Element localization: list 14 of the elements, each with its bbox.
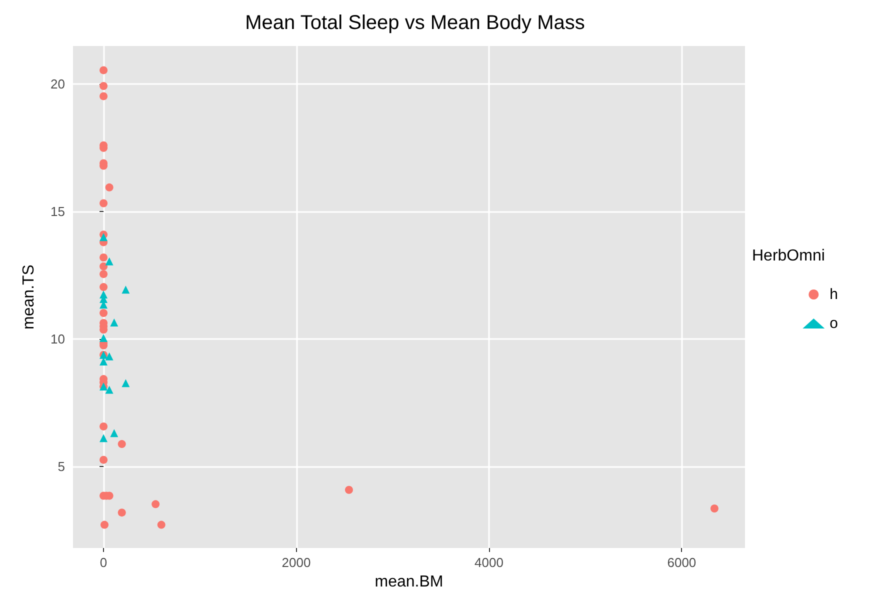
legend-label: o	[830, 315, 838, 332]
chart-title: Mean Total Sleep vs Mean Body Mass	[245, 12, 585, 34]
y-tick-label: 5	[58, 458, 65, 474]
x-tick-label: 0	[100, 555, 108, 570]
legend-label: h	[830, 286, 838, 303]
x-tick-label: 2000	[282, 555, 311, 570]
legend-title: HerbOmni	[752, 248, 825, 264]
x-axis-title: mean.BM	[374, 573, 444, 590]
y-tick-label: 20	[50, 76, 65, 92]
x-tick-label: 6000	[667, 555, 696, 570]
x-tick-label: 4000	[474, 555, 504, 570]
y-axis-title: mean.TS	[20, 264, 38, 330]
y-tick-label: 15	[50, 204, 65, 220]
y-tick-label: 10	[50, 332, 65, 347]
